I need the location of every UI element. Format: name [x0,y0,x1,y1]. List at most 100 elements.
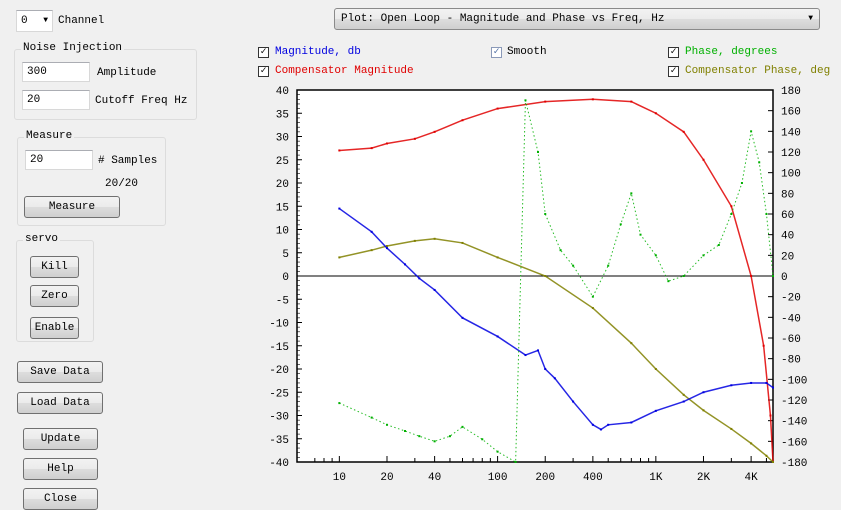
plot-type-select[interactable]: Plot: Open Loop - Magnitude and Phase vs… [334,8,820,30]
data-point [772,275,774,277]
samples-input[interactable] [25,150,93,170]
data-point [730,427,733,430]
data-point [448,435,451,438]
x-tick-label: 200 [535,472,555,484]
comp-mag-checkbox[interactable]: ✓ [258,66,269,77]
y-tick-label: 40 [276,86,289,98]
data-point [654,254,657,257]
data-point [370,230,373,233]
cutoff-freq-input[interactable] [22,90,90,110]
y2-tick-label: -20 [781,293,801,305]
y2-tick-label: 40 [781,231,794,243]
data-point [433,288,436,291]
noise-injection-title: Noise Injection [21,42,125,54]
y2-tick-label: 180 [781,86,801,98]
data-point [730,205,733,208]
plot-type-value: Plot: Open Loop - Magnitude and Phase vs… [341,13,665,25]
kill-button[interactable]: Kill [30,256,79,278]
data-point [524,354,527,357]
data-point [730,213,733,215]
data-point [385,245,388,248]
magnitude-label: Magnitude, db [275,46,361,58]
y2-tick-label: -40 [781,313,801,325]
data-point [772,386,774,389]
channel-select[interactable]: 0 ▼ [16,10,53,32]
data-point [740,182,743,184]
magnitude-checkbox[interactable]: ✓ [258,47,269,58]
y2-tick-label: -80 [781,355,801,367]
y-tick-label: 35 [276,109,289,121]
y2-tick-label: 0 [781,272,788,284]
data-point [630,100,633,103]
y-tick-label: 0 [282,272,289,284]
data-point [630,421,633,424]
y-tick-label: 5 [282,249,289,261]
data-point [433,130,436,133]
data-point [639,233,642,236]
samples-label: # Samples [98,155,158,167]
data-point [338,256,341,259]
y-tick-label: -30 [269,412,289,424]
data-point [496,256,499,259]
y-tick-label: 10 [276,226,289,238]
y-tick-label: 15 [276,202,289,214]
data-point [667,280,670,283]
x-tick-label: 4K [745,472,759,484]
data-point [607,423,610,426]
data-point [762,344,765,347]
data-point [338,149,341,152]
measure-button[interactable]: Measure [24,196,120,218]
data-point [619,223,622,226]
enable-button[interactable]: Enable [30,317,79,339]
comp-mag-label: Compensator Magnitude [275,65,414,77]
x-tick-label: 1K [649,472,663,484]
y2-tick-label: 100 [781,169,801,181]
load-data-button[interactable]: Load Data [17,392,103,414]
phase-label: Phase, degrees [685,46,778,58]
data-point [591,423,594,426]
data-point [591,295,594,298]
data-point [772,461,774,463]
data-point [682,275,685,277]
y2-tick-label: -180 [781,458,807,470]
y2-tick-label: -160 [781,437,807,449]
data-point [536,349,539,352]
data-point [591,307,594,310]
data-point [496,107,499,110]
data-point [496,335,499,338]
x-tick-label: 10 [333,472,346,484]
data-point [385,423,388,426]
y2-tick-label: 120 [781,148,801,160]
servo-group: servo [16,233,94,342]
phase-checkbox[interactable]: ✓ [668,47,679,58]
data-point [572,400,575,403]
smooth-checkbox[interactable]: ✓ [491,47,502,58]
smooth-label: Smooth [507,46,547,58]
chevron-down-icon: ▼ [808,14,813,23]
measure-title: Measure [24,130,75,142]
close-button[interactable]: Close [23,488,98,510]
y-tick-label: -35 [269,435,289,447]
comp-phase-checkbox[interactable]: ✓ [668,66,679,77]
y2-tick-label: 160 [781,107,801,119]
measure-group: Measure [17,130,166,226]
data-point [607,264,610,267]
bode-plot: 40 35 30 25 20 15 10 5 0 -5 -10 -15 -20 -25 -30 -35 -40 1… [269,86,807,484]
amplitude-input[interactable] [22,62,90,82]
data-point [758,161,761,164]
channel-label: Channel [58,15,105,27]
update-button[interactable]: Update [23,428,98,450]
save-data-button[interactable]: Save Data [17,361,103,383]
data-point [385,142,388,145]
data-point [717,244,720,246]
data-point [682,393,685,396]
y2-tick-label: -100 [781,375,807,387]
y-tick-label: -25 [269,388,289,400]
data-point [654,409,657,412]
data-point [591,98,594,101]
cutoff-freq-label: Cutoff Freq Hz [95,95,188,107]
data-point [385,247,388,250]
zero-button[interactable]: Zero [30,285,79,307]
help-button[interactable]: Help [23,458,98,480]
data-point [654,368,657,370]
